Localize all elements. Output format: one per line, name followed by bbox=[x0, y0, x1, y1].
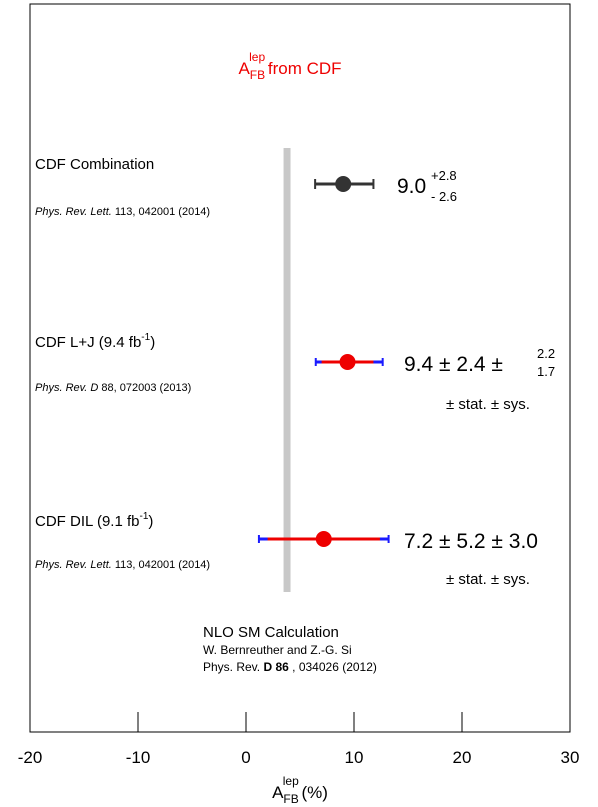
plot-frame bbox=[29, 3, 571, 733]
meas-2-ref: Phys. Rev. Lett. 113, 042001 (2014) bbox=[35, 559, 210, 571]
meas-2-value: 7.2 ± 5.2 ± 3.0 bbox=[404, 530, 538, 553]
meas-2-point bbox=[315, 531, 332, 547]
sm-label-ref: Phys. Rev. D 86 , 034026 (2012) bbox=[203, 660, 377, 674]
chart-title: AFB lep from CDF bbox=[238, 50, 341, 82]
xlabel-rest: (%) bbox=[297, 783, 328, 802]
title-sup: lep bbox=[249, 50, 265, 64]
meas-0-value: 9.0 bbox=[397, 175, 426, 198]
meas-1-sys-up: 2.2 bbox=[537, 346, 555, 361]
sm-prediction-band bbox=[283, 148, 291, 592]
meas-0-point bbox=[335, 176, 352, 192]
meas-0-err-up: +2.8 bbox=[431, 168, 457, 183]
xlabel-sub: FB bbox=[283, 792, 298, 806]
meas-1-note: ± stat. ± sys. bbox=[446, 396, 530, 413]
x-tick-label-30: 30 bbox=[561, 748, 580, 767]
sm-ref-pre: Phys. Rev. bbox=[203, 660, 263, 674]
meas-1-point bbox=[339, 354, 356, 370]
x-tick-label-0: 0 bbox=[241, 748, 250, 767]
x-tick-label-10: 10 bbox=[345, 748, 364, 767]
x-axis-ticks: -20 -10 0 10 20 30 bbox=[18, 712, 580, 767]
xlabel-sup: lep bbox=[283, 774, 299, 788]
meas-2-name: CDF DIL (9.1 fb-1) bbox=[35, 511, 153, 530]
sm-ref-vol: D 86 bbox=[263, 660, 289, 674]
title-rest: from CDF bbox=[263, 59, 341, 78]
title-sub: FB bbox=[250, 68, 265, 82]
meas-0-ref: Phys. Rev. Lett. 113, 042001 (2014) bbox=[35, 206, 210, 218]
x-tick-label--10: -10 bbox=[126, 748, 151, 767]
meas-2-note: ± stat. ± sys. bbox=[446, 571, 530, 588]
sm-ref-post: , 034026 (2012) bbox=[289, 660, 377, 674]
x-tick-label--20: -20 bbox=[18, 748, 43, 767]
meas-1-ref: Phys. Rev. D 88, 072003 (2013) bbox=[35, 382, 191, 394]
meas-1-sys-down: 1.7 bbox=[537, 364, 555, 379]
x-tick-label-20: 20 bbox=[453, 748, 472, 767]
sm-label-title: NLO SM Calculation bbox=[203, 624, 339, 641]
xlabel-main: A bbox=[272, 783, 284, 802]
sm-label-authors: W. Bernreuther and Z.-G. Si bbox=[203, 643, 352, 657]
title-main: A bbox=[238, 59, 250, 78]
meas-1-name: CDF L+J (9.4 fb-1) bbox=[35, 332, 155, 351]
meas-0-err-down: - 2.6 bbox=[431, 189, 457, 204]
meas-0-name: CDF Combination bbox=[35, 156, 154, 173]
meas-1-value: 9.4 ± 2.4 ± bbox=[404, 353, 503, 376]
x-axis-label: AFB lep (%) bbox=[272, 774, 328, 806]
